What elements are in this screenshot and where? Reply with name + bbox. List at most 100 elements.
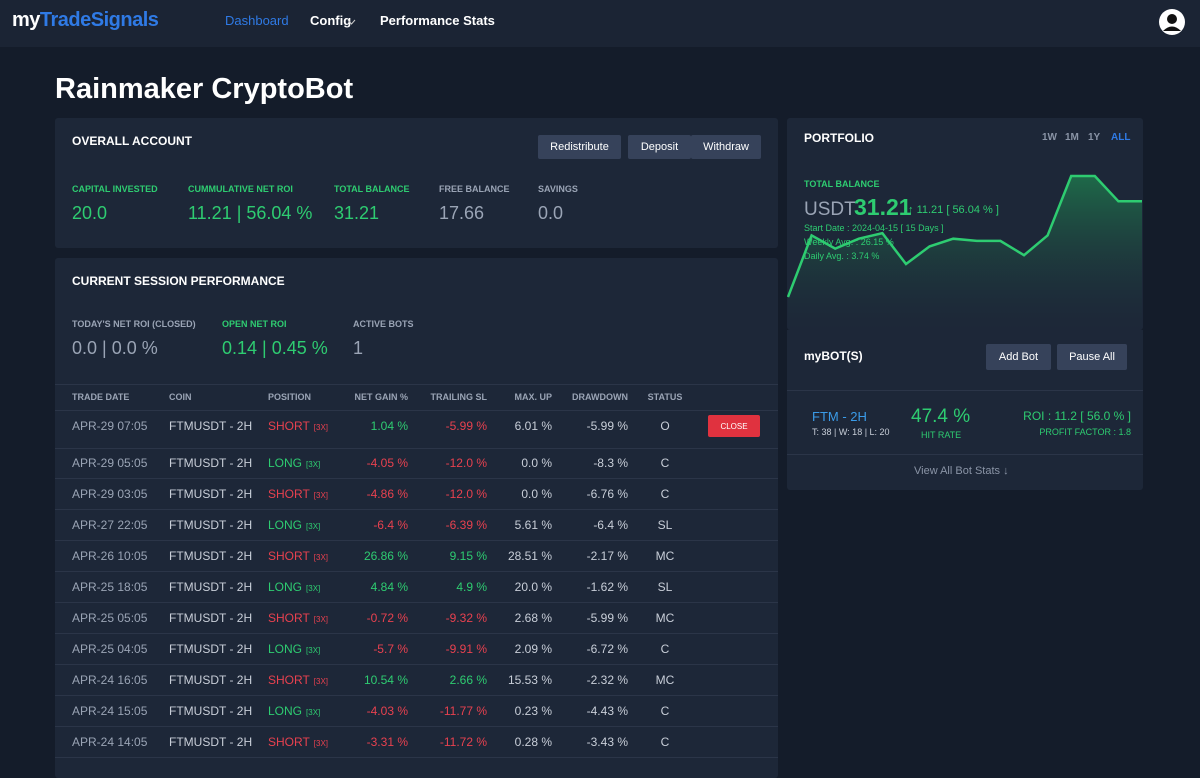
row-divider: [55, 726, 778, 727]
status: C: [660, 487, 670, 501]
trailing-sl: -5.99 %: [445, 419, 487, 433]
link-text: View All Bot Stats: [914, 465, 1001, 477]
trailing-sl: -12.0 %: [445, 487, 487, 501]
brand[interactable]: myTradeSignals: [12, 9, 159, 31]
bot-counts: T: 38 | W: 18 | L: 20: [812, 427, 890, 437]
trade-date: APR-29 03:05: [72, 487, 148, 501]
brand-suffix: TradeSignals: [39, 9, 159, 31]
leverage: [3X]: [313, 739, 329, 748]
range-tab[interactable]: ALL: [1111, 132, 1131, 143]
card-title: OVERALL ACCOUNT: [72, 134, 192, 148]
daily-avg: Daily Avg. : 3.74 %: [804, 251, 880, 261]
column-header: STATUS: [647, 392, 683, 402]
leverage: [3X]: [306, 646, 321, 655]
button[interactable]: Add Bot: [986, 344, 1051, 370]
trade-date: APR-26 10:05: [72, 549, 148, 563]
range-tab[interactable]: 1M: [1065, 132, 1079, 143]
max-up: 2.68 %: [514, 611, 552, 625]
net-gain: -4.03 %: [366, 704, 408, 718]
stat-label: ACTIVE BOTS: [353, 319, 414, 329]
drawdown: -5.99 %: [586, 419, 628, 433]
hit-rate: 47.4 %: [911, 406, 971, 427]
trade-date: APR-24 15:05: [72, 704, 148, 718]
button[interactable]: Redistribute: [538, 135, 621, 159]
drawdown: -3.43 %: [586, 735, 628, 749]
max-up: 0.0 %: [521, 487, 552, 501]
column-header: NET GAIN %: [354, 392, 408, 402]
stat-value: 11.21 | 56.04 %: [188, 203, 313, 223]
column-header: POSITION: [268, 392, 312, 402]
divider: [787, 390, 1143, 391]
stat-label: CAPITAL INVESTED: [72, 184, 158, 194]
stat-value: 0.14 | 0.45 %: [222, 338, 328, 358]
close-button[interactable]: CLOSE: [708, 415, 760, 437]
view-all-link[interactable]: View All Bot Stats ↓: [914, 465, 1009, 477]
coin: FTMUSDT - 2H: [169, 419, 253, 433]
leverage: [3X]: [306, 584, 321, 593]
leverage: [3X]: [313, 553, 329, 562]
side: SHORT: [268, 735, 310, 749]
coin: FTMUSDT - 2H: [169, 518, 253, 532]
bot-roi: ROI : 11.2 [ 56.0 % ]: [1023, 409, 1131, 423]
button[interactable]: Deposit: [628, 135, 691, 159]
trailing-sl: -9.32 %: [445, 611, 487, 625]
card-title: myBOT(S): [804, 349, 863, 363]
chevron: [347, 19, 356, 25]
position: LONG [3X]: [268, 457, 320, 469]
drawdown: -6.76 %: [586, 487, 628, 501]
side: LONG: [268, 580, 303, 594]
divider: [787, 454, 1143, 455]
balance: 31.21: [854, 194, 912, 220]
avatar[interactable]: [1158, 8, 1186, 36]
status: SL: [657, 518, 673, 532]
coin: FTMUSDT - 2H: [169, 673, 253, 687]
coin: FTMUSDT - 2H: [169, 735, 253, 749]
nav-link[interactable]: Dashboard: [225, 13, 289, 28]
position: SHORT [3X]: [268, 420, 328, 432]
trade-date: APR-25 18:05: [72, 580, 148, 594]
side: SHORT: [268, 611, 310, 625]
drawdown: -6.72 %: [586, 642, 628, 656]
coin: FTMUSDT - 2H: [169, 580, 253, 594]
card-title: PORTFOLIO: [804, 131, 874, 145]
column-header: MAX. UP: [514, 392, 552, 402]
leverage: [3X]: [313, 615, 329, 624]
row-divider: [55, 478, 778, 479]
drawdown: -1.62 %: [586, 580, 628, 594]
side: SHORT: [268, 487, 310, 501]
trade-date: APR-25 04:05: [72, 642, 148, 656]
trailing-sl: -11.72 %: [439, 735, 487, 749]
max-up: 6.01 %: [514, 419, 552, 433]
net-gain: -6.4 %: [373, 518, 408, 532]
side: SHORT: [268, 673, 310, 687]
bot-name[interactable]: FTM - 2H: [812, 409, 867, 424]
net-gain: -4.05 %: [366, 456, 408, 470]
net-gain: -0.72 %: [366, 611, 408, 625]
nav-link[interactable]: Config: [310, 13, 352, 28]
leverage: [3X]: [313, 491, 329, 500]
trailing-sl: 4.9 %: [456, 580, 487, 594]
overall-card: OVERALL ACCOUNT Redistribute Deposit Wit…: [55, 118, 778, 248]
net-gain: 4.84 %: [370, 580, 408, 594]
profit-factor: PROFIT FACTOR : 1.8: [1039, 427, 1131, 437]
change-value: 11.21 [ 56.04 % ]: [916, 204, 999, 216]
stat-label: FREE BALANCE: [439, 184, 510, 194]
status: MC: [655, 549, 675, 563]
button[interactable]: Withdraw: [691, 135, 761, 159]
drawdown: -4.43 %: [586, 704, 628, 718]
drawdown: -2.32 %: [586, 673, 628, 687]
net-gain: -5.7 %: [373, 642, 408, 656]
row-divider: [55, 633, 778, 634]
portfolio-chart: [787, 174, 1142, 330]
row-divider: [55, 509, 778, 510]
weekly-avg: Weekly Avg. : 26.15 %: [804, 237, 894, 247]
row-divider: [55, 540, 778, 541]
nav-link[interactable]: Performance Stats: [380, 13, 495, 28]
trailing-sl: 9.15 %: [449, 549, 487, 563]
portfolio-card: PORTFOLIO TOTAL BALANCE USDT 31.21 ↑ 11.…: [787, 118, 1143, 330]
coin: FTMUSDT - 2H: [169, 456, 253, 470]
range-tab[interactable]: 1Y: [1088, 132, 1101, 143]
range-tab[interactable]: 1W: [1042, 132, 1057, 143]
column-header: TRAILING SL: [430, 392, 488, 402]
button[interactable]: Pause All: [1057, 344, 1127, 370]
